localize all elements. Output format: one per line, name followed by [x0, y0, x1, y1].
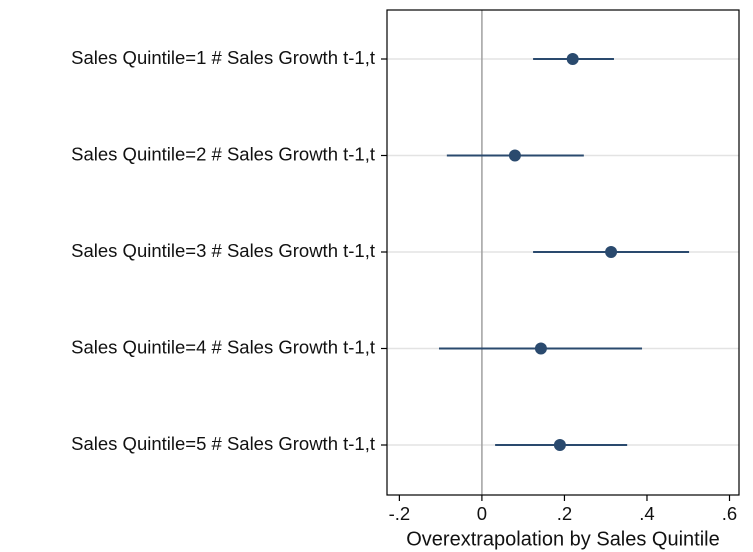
- point-estimate: [553, 439, 566, 451]
- point-estimate: [566, 53, 579, 65]
- x-tick-label: -.2: [389, 503, 411, 524]
- point-estimate: [508, 149, 521, 162]
- point-estimate: [605, 246, 618, 258]
- x-tick-label: 0: [477, 503, 487, 524]
- x-tick-label: .4: [639, 503, 654, 524]
- y-tick-label: Sales Quintile=3 # Sales Growth t-1,t: [71, 240, 375, 261]
- y-tick-label: Sales Quintile=2 # Sales Growth t-1,t: [71, 143, 375, 164]
- y-tick-label: Sales Quintile=1 # Sales Growth t-1,t: [71, 47, 375, 68]
- x-tick-label: .6: [722, 503, 737, 524]
- y-tick-label: Sales Quintile=5 # Sales Growth t-1,t: [71, 433, 375, 454]
- y-tick-label: Sales Quintile=4 # Sales Growth t-1,t: [71, 336, 375, 357]
- x-tick-label: .2: [557, 503, 572, 524]
- point-estimate: [534, 342, 547, 355]
- x-axis-title: Overextrapolation by Sales Quintile: [406, 528, 720, 550]
